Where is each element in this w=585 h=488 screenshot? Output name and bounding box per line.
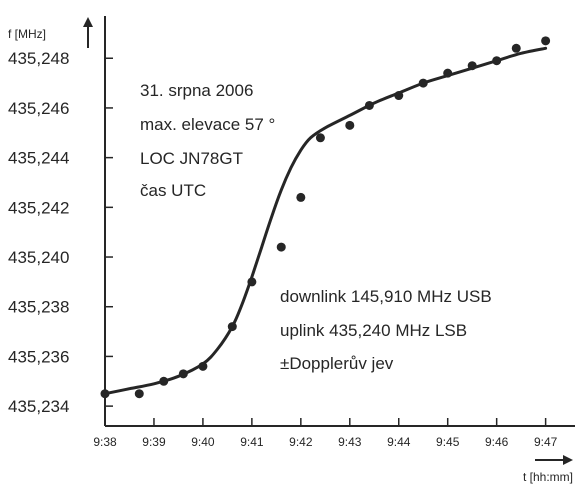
info-timezone: čas UTC: [140, 181, 206, 200]
x-axis-title: t [hh:mm]: [523, 470, 573, 484]
data-point: [296, 192, 306, 202]
x-tick-label: 9:39: [142, 435, 166, 449]
y-tick-label: 435,246: [8, 99, 69, 118]
y-tick-label: 435,240: [8, 248, 69, 267]
data-point: [443, 68, 453, 78]
data-point: [541, 36, 551, 46]
data-point: [227, 322, 237, 332]
data-point: [467, 61, 477, 71]
data-point: [159, 376, 169, 386]
y-tick-group: 435,234 435,236 435,238 435,240 435,242 435,2…: [8, 49, 113, 416]
data-point: [492, 56, 502, 66]
x-tick-label: 9:43: [338, 435, 362, 449]
x-tick-label: 9:42: [289, 435, 313, 449]
data-point: [134, 389, 144, 399]
x-tick-label: 9:45: [436, 435, 460, 449]
y-tick-label: 435,242: [8, 198, 69, 217]
x-tick-label: 9:46: [485, 435, 509, 449]
fit-curve-group: [103, 46, 548, 396]
data-point: [178, 369, 188, 379]
data-point: [511, 43, 521, 53]
info-downlink: downlink 145,910 MHz USB: [280, 287, 492, 306]
y-axis-title: f [MHz]: [8, 27, 46, 41]
data-point: [198, 361, 208, 371]
data-points-group: [100, 36, 551, 399]
y-tick-label: 435,248: [8, 49, 69, 68]
x-tick-label: 9:41: [240, 435, 264, 449]
x-tick-label: 9:38: [93, 435, 117, 449]
y-tick-label: 435,244: [8, 149, 69, 168]
data-point: [315, 133, 325, 143]
data-point: [394, 91, 404, 101]
info-left-block: 31. srpna 2006 max. elevace 57 ° LOC JN7…: [140, 81, 275, 200]
info-locator: LOC JN78GT: [140, 149, 243, 168]
info-elevation: max. elevace 57 °: [140, 115, 275, 134]
data-point: [100, 389, 110, 399]
data-point: [418, 78, 428, 88]
data-point: [345, 120, 355, 130]
data-point: [364, 100, 374, 110]
fit-curve: [103, 46, 548, 396]
y-tick-label: 435,236: [8, 347, 69, 366]
y-tick-label: 435,238: [8, 298, 69, 317]
data-point: [247, 277, 257, 287]
x-tick-label: 9:40: [191, 435, 215, 449]
x-tick-label: 9:47: [534, 435, 558, 449]
x-tick-label: 9:44: [387, 435, 411, 449]
info-date: 31. srpna 2006: [140, 81, 253, 100]
info-uplink: uplink 435,240 MHz LSB: [280, 321, 467, 340]
x-tick-group: 9:38 9:39 9:40 9:41 9:42 9:43 9:44 9:45 9:46 9:47: [93, 418, 558, 449]
info-right-block: downlink 145,910 MHz USB uplink 435,240 …: [280, 287, 492, 373]
y-tick-label: 435,234: [8, 397, 69, 416]
info-doppler: ±Dopplerův jev: [280, 354, 394, 373]
data-point: [276, 242, 286, 252]
